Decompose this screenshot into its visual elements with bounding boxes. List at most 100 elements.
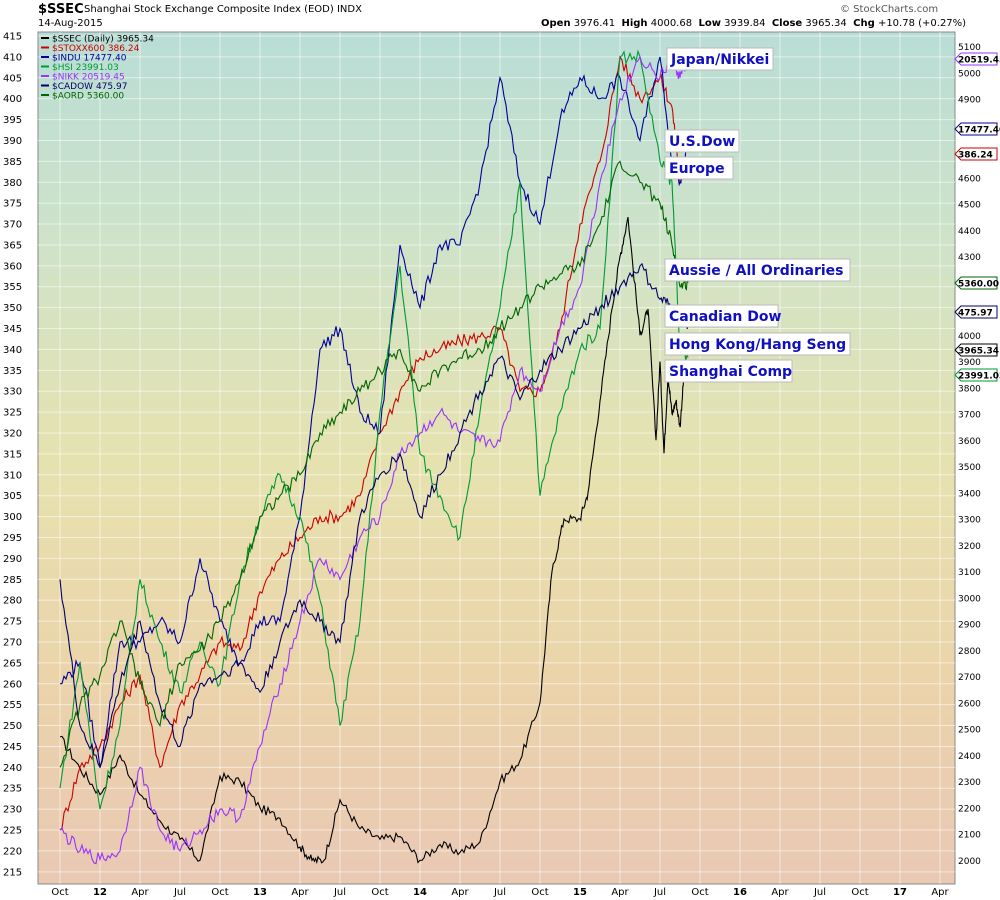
left-tick-label: 345: [3, 324, 22, 335]
x-tick-label: Oct: [531, 887, 548, 898]
series-line: [59, 55, 689, 831]
x-tick-label: Jul: [333, 887, 346, 898]
x-tick-label: 14: [413, 887, 427, 898]
left-tick-label: 305: [3, 491, 22, 502]
series-line: [59, 216, 689, 865]
series-line: [59, 54, 689, 865]
left-tick-label: 275: [3, 617, 22, 628]
left-tick-label: 230: [3, 805, 22, 816]
left-tick-label: 360: [3, 261, 22, 272]
low-label: Low: [698, 18, 721, 29]
close-value: 3965.34: [805, 18, 847, 29]
right-tick-label: 4300: [958, 253, 981, 263]
left-tick-label: 240: [3, 763, 22, 774]
left-tick-label: 415: [3, 32, 22, 43]
annotation-label: Aussie / All Ordinaries: [669, 263, 844, 279]
left-tick-label: 340: [3, 345, 22, 356]
brand-logo-text: © StockCharts.com: [840, 4, 939, 15]
series-line: [59, 49, 689, 810]
x-tick-label: Apr: [771, 887, 789, 898]
plot-background: [37, 31, 956, 885]
left-tick-label: 405: [3, 73, 22, 84]
left-tick-label: 375: [3, 199, 22, 210]
left-tick-label: 390: [3, 136, 22, 147]
left-tick-label: 260: [3, 679, 22, 690]
left-tick-label: 215: [3, 867, 22, 878]
x-tick-label: Apr: [451, 887, 469, 898]
left-tick-label: 365: [3, 240, 22, 251]
x-tick-label: Apr: [291, 887, 309, 898]
annotation-label: Europe: [669, 161, 725, 177]
last-value-tag: [954, 305, 998, 319]
high-label: High: [621, 18, 648, 29]
x-tick-label: Oct: [691, 887, 708, 898]
left-tick-label: 250: [3, 721, 22, 732]
x-tick-label: Oct: [211, 887, 228, 898]
left-axis-labels: 415 410 405 400 395 390 385 380 375 370 365 360 355 3…: [3, 32, 22, 879]
left-tick-label: 255: [3, 700, 22, 711]
x-tick-label: Oct: [371, 887, 388, 898]
left-tick-label: 285: [3, 575, 22, 586]
right-tick-label: 2600: [958, 699, 981, 709]
left-tick-label: 270: [3, 637, 22, 648]
left-tick-label: 410: [3, 52, 22, 63]
annotation-label: Hong Kong/Hang Seng: [669, 337, 846, 353]
x-tick-label: Jul: [653, 887, 666, 898]
last-value-text: 20519.45: [958, 56, 1000, 66]
annotation-box: [664, 359, 793, 383]
annotation-boxes: Japan/Nikkei U.S.Dow Europe Aussie / All Or…: [664, 47, 851, 383]
legend-entry: $STOXX600 386.24: [52, 44, 140, 54]
right-tick-label: 3200: [958, 542, 981, 552]
annotation-label: Canadian Dow: [669, 309, 781, 325]
x-tick-label: Jul: [813, 887, 826, 898]
left-tick-label: 380: [3, 178, 22, 189]
close-label: Close: [771, 18, 803, 29]
right-tick-label: 3800: [958, 384, 981, 394]
last-value-text: 5360.00: [958, 280, 999, 290]
x-tick-label: Oct: [851, 887, 868, 898]
chart-date: 14-Aug-2015: [38, 18, 103, 29]
x-tick-label: Apr: [931, 887, 949, 898]
x-tick-label: 15: [573, 887, 587, 898]
annotation-label: U.S.Dow: [669, 134, 735, 150]
legend-entry: $HSI 23991.03: [52, 63, 119, 73]
right-tick-label: 2200: [958, 804, 981, 814]
right-tick-label: 3400: [958, 489, 981, 499]
high-value: 4000.68: [650, 18, 693, 29]
chg-value: +10.78 (+0.27%): [877, 18, 967, 29]
x-tick-label: Jul: [173, 887, 186, 898]
right-tick-label: 3300: [958, 516, 981, 526]
left-tick-label: 265: [3, 658, 22, 669]
right-tick-label: 4600: [958, 174, 981, 184]
series-line: [59, 262, 689, 769]
right-tick-label: 4400: [958, 227, 981, 237]
right-tick-label: 5100: [958, 43, 981, 53]
right-tick-label: 3000: [958, 594, 981, 604]
x-tick-label: Jul: [493, 887, 506, 898]
annotation-box: [664, 129, 740, 153]
left-tick-label: 335: [3, 366, 22, 377]
index-description: Shanghai Stock Exchange Composite Index …: [84, 4, 362, 15]
last-value-tag: [954, 276, 998, 290]
last-value-text: 23991.03: [958, 372, 1000, 382]
last-value-tag: [954, 343, 998, 357]
annotation-box: [664, 258, 851, 282]
right-tick-label: 3700: [958, 411, 981, 421]
x-tick-label: 13: [253, 887, 267, 898]
right-axis-labels: 5100500049004800470046004500440043004200…: [958, 43, 981, 867]
left-tick-label: 220: [3, 846, 22, 857]
chg-label: Chg: [853, 18, 875, 29]
right-tick-label: 2100: [958, 831, 981, 841]
ohlc-readout: Open 3976.41 High 4000.68 Low 3939.84 Cl…: [541, 18, 966, 29]
x-axis-labels: Oct 12 Apr Jul Oct 13 Apr Jul Oct 14 Apr Jul Oct 15 Ap…: [51, 887, 949, 898]
legend-entry: $CADOW 475.97: [52, 82, 127, 92]
left-tick-label: 330: [3, 387, 22, 398]
last-value-tag: [954, 52, 998, 66]
right-tick-label: 5000: [958, 69, 981, 79]
left-tick-label: 225: [3, 826, 22, 837]
grid-lines: [38, 32, 955, 884]
left-tick-label: 395: [3, 115, 22, 126]
left-tick-label: 245: [3, 742, 22, 753]
right-tick-label: 2700: [958, 673, 981, 683]
